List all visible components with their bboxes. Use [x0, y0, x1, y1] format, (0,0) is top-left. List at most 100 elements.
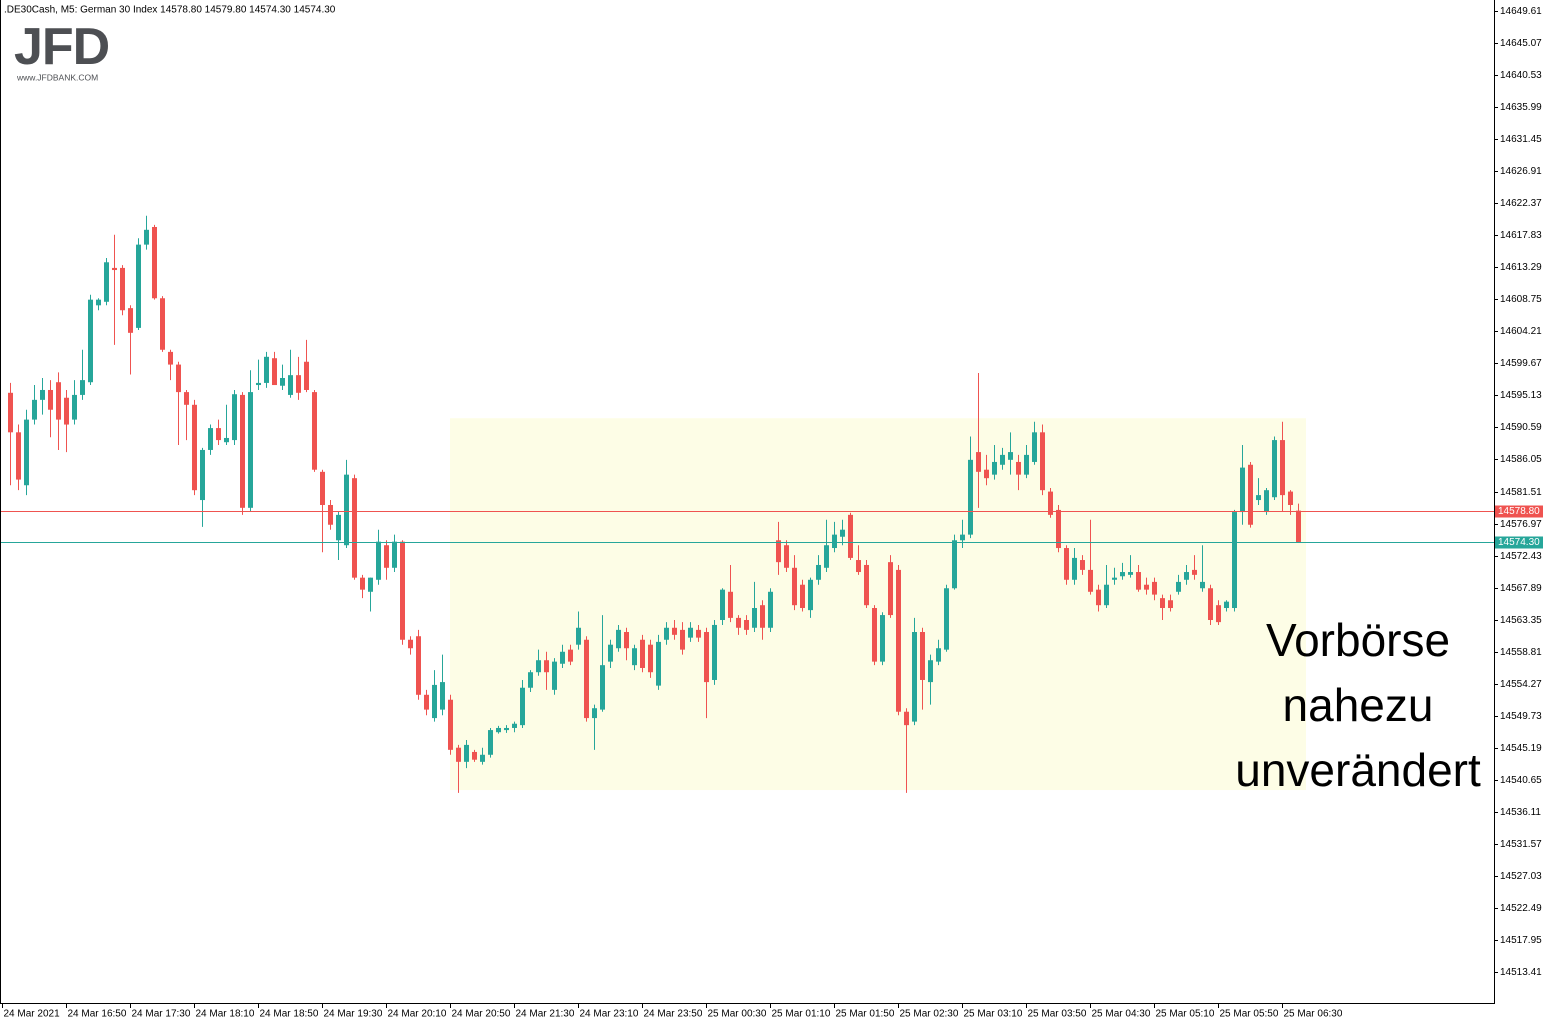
y-tick-label: 14581.51 [1500, 487, 1542, 498]
candle-body [888, 562, 893, 616]
candle-body [1192, 569, 1197, 575]
candle-body [1128, 572, 1133, 575]
candle-body [1280, 440, 1285, 496]
x-tick-label: 24 Mar 18:50 [260, 1009, 319, 1020]
y-tick-label: 14631.45 [1500, 134, 1542, 145]
price-label: 14574.30 [1498, 537, 1540, 548]
candle-body [8, 392, 13, 433]
candle-body [152, 226, 157, 299]
candle-body [24, 419, 29, 486]
candle-body [464, 744, 469, 762]
y-tick-label: 14622.37 [1500, 198, 1542, 209]
candle-body [776, 540, 781, 563]
candle-body [1080, 560, 1085, 570]
candle-body [1160, 598, 1165, 609]
candle-body [80, 380, 85, 395]
candle-body [592, 708, 597, 719]
candle-body [984, 469, 989, 479]
candle-body [1064, 548, 1069, 580]
candle-body [488, 730, 493, 755]
y-tick-label: 14540.65 [1500, 775, 1542, 786]
candle-body [168, 351, 173, 365]
x-tick-label: 25 Mar 06:30 [1284, 1009, 1343, 1020]
candle-body [1136, 572, 1141, 590]
candle-body [1264, 490, 1269, 513]
candle-body [1208, 588, 1213, 621]
candle-body [624, 631, 629, 649]
candle-body [1056, 509, 1061, 549]
candle-body [1184, 572, 1189, 580]
candle-body [480, 754, 485, 762]
candle-body [400, 541, 405, 640]
annotation: nahezu [1283, 679, 1434, 731]
candle-body [1152, 581, 1157, 595]
candle-body [320, 471, 325, 505]
candle-body [816, 564, 821, 580]
candle-body [544, 660, 549, 673]
y-tick-label: 14604.21 [1500, 326, 1542, 337]
candle-body [584, 639, 589, 719]
candle-body [968, 459, 973, 535]
candle-body [952, 540, 957, 589]
candle-body [912, 631, 917, 722]
x-tick-label: 25 Mar 02:30 [900, 1009, 959, 1020]
y-tick-label: 14572.43 [1500, 551, 1542, 562]
x-tick-label: 25 Mar 00:30 [708, 1009, 767, 1020]
y-tick-label: 14626.91 [1500, 166, 1542, 177]
candle-body [1016, 461, 1021, 475]
candle-body [224, 437, 229, 443]
candle-body [384, 545, 389, 568]
candle-body [136, 244, 141, 328]
x-tick-label: 24 Mar 19:30 [324, 1009, 383, 1020]
candle-body [824, 545, 829, 568]
y-tick-label: 14563.35 [1500, 615, 1542, 626]
candle-body [856, 560, 861, 573]
x-tick-label: 24 Mar 17:30 [132, 1009, 191, 1020]
candle-body [240, 394, 245, 508]
candle-body [1112, 577, 1117, 580]
candle-body [920, 631, 925, 680]
candle-body [1256, 495, 1261, 501]
highlight-zone [450, 418, 1306, 791]
y-tick-label: 14645.07 [1500, 38, 1542, 49]
candle-body [1008, 452, 1013, 460]
x-tick-label: 25 Mar 03:50 [1028, 1009, 1087, 1020]
candle-body [272, 358, 277, 386]
candle-body [1048, 491, 1053, 515]
candle-body [216, 428, 221, 441]
candle-body [728, 591, 733, 618]
candle-body [768, 591, 773, 628]
candle-body [944, 588, 949, 650]
candle-body [840, 529, 845, 537]
candle-body [936, 648, 941, 662]
x-tick-label: 25 Mar 04:30 [1092, 1009, 1151, 1020]
y-tick-label: 14576.97 [1500, 519, 1542, 530]
candle-body [632, 648, 637, 666]
y-tick-label: 14617.83 [1500, 230, 1542, 241]
candle-body [640, 639, 645, 668]
candle-body [672, 627, 677, 635]
candle-body [16, 432, 21, 480]
y-tick-label: 14545.19 [1500, 743, 1542, 754]
x-tick-label: 25 Mar 03:10 [964, 1009, 1023, 1020]
candle-body [424, 694, 429, 710]
candle-body [600, 665, 605, 710]
candle-body [96, 299, 101, 306]
candle-body [336, 514, 341, 541]
candle-body [1024, 454, 1029, 475]
y-tick-label: 14599.67 [1500, 358, 1542, 369]
candle-body [680, 629, 685, 650]
candle-body [88, 299, 93, 383]
candle-body [976, 452, 981, 472]
candle-body [1000, 454, 1005, 465]
price-label: 14578.80 [1498, 506, 1540, 517]
candle-body [744, 620, 749, 630]
price-label-box [1495, 536, 1543, 549]
x-tick-label: 25 Mar 05:10 [1156, 1009, 1215, 1020]
candle-body [1032, 432, 1037, 462]
candle-body [1272, 440, 1277, 498]
candle-body [296, 375, 301, 393]
y-tick-label: 14567.89 [1500, 583, 1542, 594]
